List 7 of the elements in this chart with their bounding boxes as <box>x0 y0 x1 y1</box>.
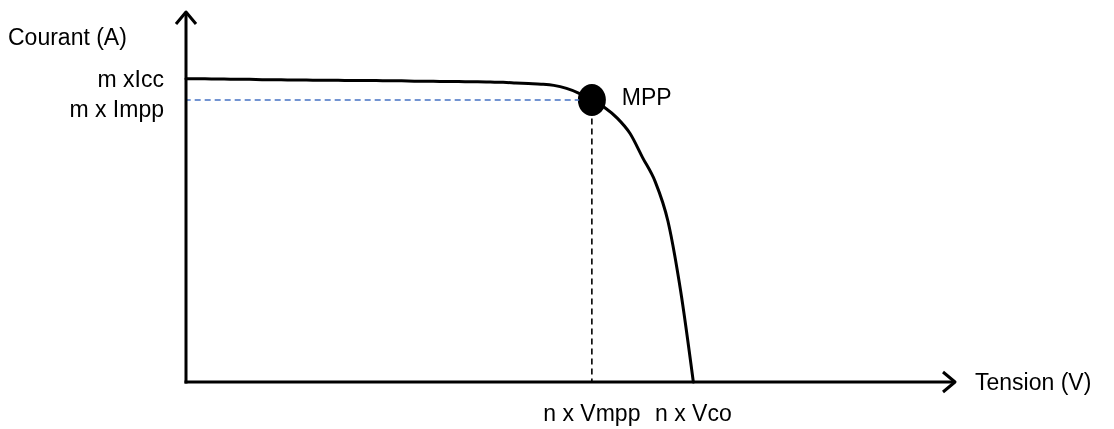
x-tick-label: n x Vmpp <box>543 400 641 426</box>
y-axis-title: Courant (A) <box>8 24 127 50</box>
series-label: MPP <box>621 83 672 110</box>
text: m x Impp <box>69 95 164 122</box>
text: m xIcc <box>97 65 164 92</box>
x-axis-title: Tension (V) <box>975 369 1092 395</box>
x-tick-label: n x Vco <box>654 400 732 426</box>
